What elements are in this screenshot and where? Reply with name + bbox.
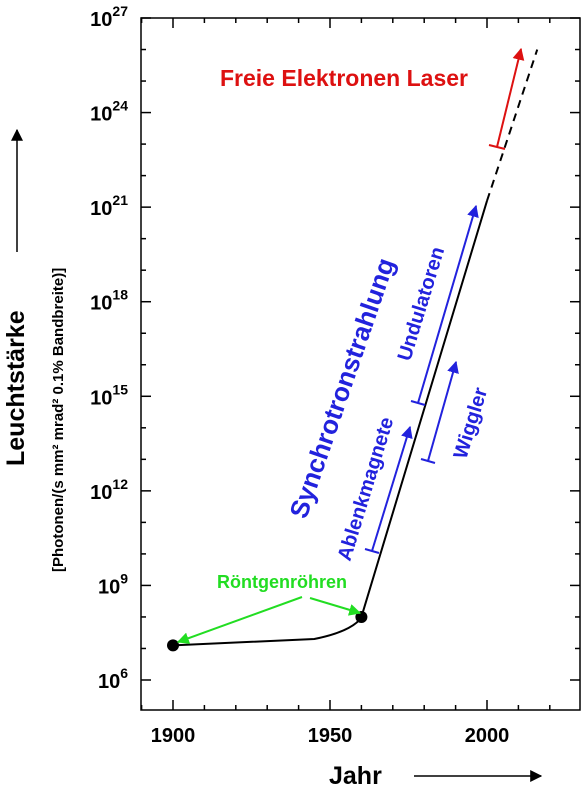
projection-line bbox=[486, 49, 539, 202]
undulator-label: Undulatoren bbox=[394, 244, 449, 363]
wiggler-arrow bbox=[427, 360, 459, 462]
y-axis-title: Leuchtstärke bbox=[2, 310, 30, 466]
y-axis-ticks: 106 109 1012 1015 1018 1021 1024 1027 bbox=[90, 3, 580, 693]
x-tick-label: 2000 bbox=[465, 725, 510, 747]
annotation-arrows bbox=[176, 47, 525, 644]
xray-label: Röntgenröhren bbox=[217, 572, 347, 592]
x-axis-title: Jahr bbox=[329, 762, 382, 787]
undulator-arrow bbox=[417, 204, 479, 404]
y-tick-label: 109 bbox=[98, 570, 128, 598]
data-point-marker bbox=[167, 639, 179, 652]
x-tick-label: 1950 bbox=[308, 725, 353, 747]
fel-arrow-bar bbox=[488, 144, 506, 150]
synchrotron-label: Synchrotronstrahlung bbox=[283, 254, 400, 522]
y-tick-label: 1012 bbox=[90, 476, 128, 504]
wiggler-arrow-bar bbox=[420, 458, 436, 464]
y-tick-label: 1024 bbox=[90, 98, 128, 126]
y-tick-label: 1027 bbox=[90, 3, 128, 31]
y-tick-label: 106 bbox=[98, 665, 128, 693]
ablenk-arrow bbox=[371, 425, 413, 552]
fel-label: Freie Elektronen Laser bbox=[220, 65, 468, 91]
undulator-arrow-bar bbox=[410, 400, 426, 406]
plot-frame bbox=[140, 17, 581, 711]
ablenk-label: Ablenkmagnete bbox=[334, 415, 399, 564]
y-tick-label: 1018 bbox=[90, 287, 128, 315]
ablenk-arrow-bar bbox=[364, 548, 380, 554]
y-axis-units: [Photonen/(s mm² mrad² 0.1% Bandbreite)] bbox=[50, 268, 67, 572]
xray-arrow-left bbox=[176, 596, 303, 644]
y-tick-label: 1021 bbox=[90, 192, 128, 220]
wiggler-label: Wiggler bbox=[450, 385, 492, 462]
xray-arrow-right bbox=[309, 597, 362, 616]
fel-arrow bbox=[496, 47, 525, 148]
y-tick-label: 1015 bbox=[90, 381, 128, 409]
x-tick-label: 1900 bbox=[151, 725, 196, 747]
x-axis-ticks: 1900 1950 2000 bbox=[140, 18, 551, 747]
